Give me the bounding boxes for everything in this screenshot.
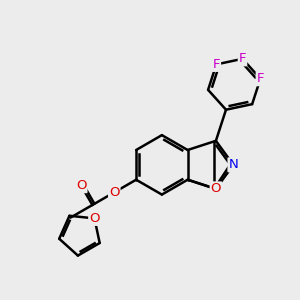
Text: F: F: [239, 52, 246, 65]
Text: O: O: [89, 212, 100, 225]
Text: O: O: [109, 186, 119, 199]
Text: N: N: [229, 158, 238, 171]
Text: O: O: [211, 182, 221, 195]
Text: F: F: [213, 58, 220, 71]
Text: O: O: [76, 179, 86, 192]
Text: F: F: [257, 72, 264, 85]
